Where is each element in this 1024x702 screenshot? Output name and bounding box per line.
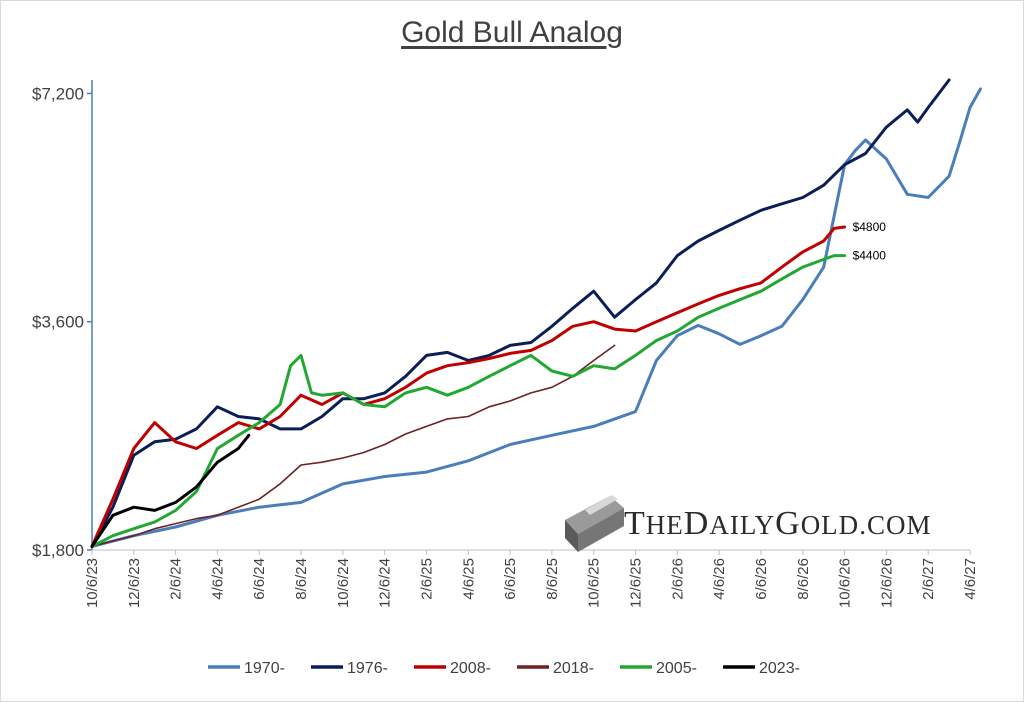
x-tick-labels: 10/6/23 12/6/23 2/6/24 4/6/24 6/6/24 8/6/24 10… — [84, 550, 979, 608]
x-tick-label: 4/6/26 — [711, 558, 728, 600]
x-tick-label: 6/6/26 — [753, 558, 770, 600]
legend-label: 2023- — [759, 660, 800, 677]
x-tick-label: 2/6/25 — [418, 558, 435, 600]
legend-label: 2005- — [656, 660, 697, 677]
y-tick-label: $3,600 — [32, 313, 84, 332]
x-tick-label: 4/6/25 — [460, 558, 477, 600]
series-lines — [90, 78, 982, 548]
x-tick-label: 2/6/24 — [168, 558, 185, 600]
legend-label: 2018- — [553, 660, 594, 677]
y-tick-labels: $1,800 $3,600 $7,200 — [32, 84, 92, 560]
legend-label: 1970- — [244, 660, 285, 677]
series-line-1970 — [90, 87, 982, 548]
series-line-2008 — [90, 225, 847, 548]
gold-bar-icon — [565, 495, 624, 552]
x-tick-label: 4/6/27 — [962, 558, 979, 600]
y-tick-label: $1,800 — [32, 541, 84, 560]
x-tick-label: 10/6/25 — [586, 558, 603, 608]
x-tick-label: 8/6/25 — [544, 558, 561, 600]
x-tick-label: 6/6/24 — [251, 558, 268, 600]
legend-label: 1976- — [347, 660, 388, 677]
thedailygold-logo: THEDAILYGOLD.COM — [565, 495, 931, 552]
x-tick-label: 6/6/25 — [502, 558, 519, 600]
x-tick-label: 10/6/23 — [84, 558, 101, 608]
x-tick-label: 12/6/24 — [377, 558, 394, 608]
annotation-label: $4800 — [853, 220, 887, 234]
x-tick-label: 12/6/25 — [628, 558, 645, 608]
series-line-2023 — [90, 433, 251, 548]
legend: 1970- 1976- 2008- 2018- 2005- 2023- — [208, 660, 800, 677]
brand-text: THEDAILYGOLD.COM — [624, 505, 931, 542]
x-tick-label: 4/6/24 — [209, 558, 226, 600]
series-line-1976 — [90, 78, 951, 548]
series-line-2018 — [91, 344, 616, 548]
x-tick-label: 2/6/27 — [920, 558, 937, 600]
legend-label: 2008- — [450, 660, 491, 677]
x-tick-label: 2/6/26 — [669, 558, 686, 600]
x-tick-label: 8/6/24 — [293, 558, 310, 600]
x-tick-label: 12/6/23 — [126, 558, 143, 608]
series-line-2005 — [90, 254, 847, 548]
axes — [91, 80, 970, 551]
x-tick-label: 10/6/26 — [837, 558, 854, 608]
annotation-label: $4400 — [853, 249, 887, 263]
x-tick-label: 12/6/26 — [878, 558, 895, 608]
annotations: $4800 $4400 — [853, 220, 887, 263]
x-tick-label: 10/6/24 — [335, 558, 352, 608]
y-tick-label: $7,200 — [32, 84, 84, 103]
chart-title: Gold Bull Analog — [401, 16, 623, 49]
x-tick-label: 8/6/26 — [795, 558, 812, 600]
